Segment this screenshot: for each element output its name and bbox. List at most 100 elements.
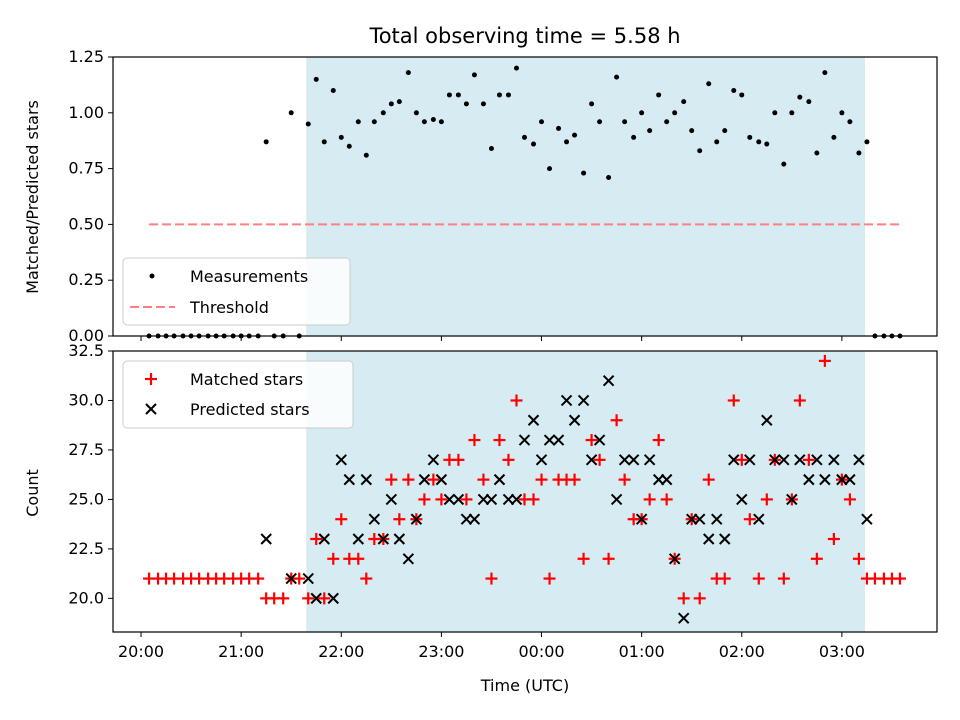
predicted-star-point bbox=[452, 493, 465, 506]
predicted-star-stroke-b bbox=[677, 612, 690, 624]
bottom-x-tick-label: 02:00 bbox=[719, 642, 765, 661]
predicted-star-stroke-b bbox=[493, 473, 506, 486]
matched-star-point bbox=[802, 453, 815, 466]
matched-star-point bbox=[527, 493, 540, 506]
predicted-star-stroke-b bbox=[602, 374, 615, 387]
matched-star-point bbox=[468, 434, 481, 447]
bottom-shaded-span bbox=[306, 351, 865, 632]
matched-star-point bbox=[893, 572, 906, 585]
predicted-star-point bbox=[577, 394, 590, 407]
measurement-point bbox=[839, 110, 845, 116]
matched-star-point bbox=[743, 513, 756, 526]
measurement-point bbox=[321, 139, 327, 145]
matched-star-point bbox=[402, 473, 415, 486]
matched-star-point bbox=[818, 354, 831, 367]
predicted-star-stroke-b bbox=[794, 454, 806, 466]
top-y-axis-label: Matched/Predicted stars bbox=[23, 100, 42, 294]
predicted-star-point bbox=[560, 394, 573, 407]
predicted-star-point bbox=[318, 533, 330, 545]
matched-star-point bbox=[827, 532, 840, 545]
predicted-star-stroke-b bbox=[694, 513, 706, 525]
predicted-star-stroke-b bbox=[427, 454, 440, 466]
predicted-star-point bbox=[568, 414, 581, 426]
top-panel: 0.00 0.25 0.50 0.75 1.00 1.25 Matched/Predict… bbox=[23, 47, 938, 345]
top-legend-box bbox=[122, 257, 351, 326]
bottom-x-tick-label: 21:00 bbox=[218, 642, 264, 661]
measurement-point bbox=[455, 92, 461, 98]
predicted-star-stroke-b bbox=[552, 434, 565, 446]
predicted-star-stroke-b bbox=[260, 533, 272, 545]
measurement-point bbox=[639, 110, 645, 116]
matched-star-point bbox=[252, 572, 265, 585]
measurement-point bbox=[781, 161, 787, 167]
measurement-point bbox=[313, 76, 319, 82]
measurement-point bbox=[589, 101, 595, 107]
measurement-point bbox=[731, 87, 737, 93]
predicted-star-stroke-b bbox=[535, 454, 548, 466]
matched-star-point bbox=[427, 473, 440, 486]
matched-star-point bbox=[593, 453, 606, 466]
measurement-point bbox=[647, 128, 653, 134]
predicted-star-stroke-b bbox=[443, 493, 456, 506]
predicted-star-point bbox=[310, 592, 322, 605]
measurement-point bbox=[797, 94, 803, 100]
bottom-x-tick-label: 23:00 bbox=[418, 642, 464, 661]
measurement-point bbox=[656, 92, 662, 98]
predicted-star-stroke-b bbox=[635, 513, 648, 525]
predicted-star-stroke-b bbox=[786, 493, 798, 506]
measurement-point bbox=[564, 139, 570, 145]
matched-star-point bbox=[777, 572, 790, 585]
measurement-point bbox=[556, 125, 562, 131]
predicted-star-stroke-b bbox=[318, 533, 330, 545]
matched-star-point bbox=[702, 473, 715, 486]
predicted-star-stroke-b bbox=[285, 572, 297, 585]
predicted-star-stroke-b bbox=[377, 533, 390, 545]
predicted-star-point bbox=[803, 473, 815, 486]
matched-star-point bbox=[293, 572, 306, 585]
measurement-point bbox=[614, 74, 620, 80]
measurement-point bbox=[622, 119, 628, 125]
predicted-star-stroke-b bbox=[736, 493, 748, 506]
predicted-star-point bbox=[352, 533, 365, 545]
top-y-tick-label: 0.50 bbox=[68, 214, 104, 233]
measurement-point bbox=[764, 141, 770, 147]
predicted-star-stroke-b bbox=[393, 533, 406, 545]
measurement-point bbox=[531, 141, 537, 147]
matched-star-point bbox=[618, 473, 631, 486]
predicted-star-point bbox=[618, 454, 631, 466]
predicted-star-stroke-b bbox=[577, 394, 590, 407]
predicted-star-stroke-b bbox=[527, 414, 540, 426]
predicted-star-point bbox=[761, 414, 773, 426]
predicted-star-point bbox=[493, 473, 506, 486]
matched-star-point bbox=[310, 532, 323, 545]
predicted-star-point bbox=[510, 493, 523, 506]
predicted-star-stroke-b bbox=[402, 553, 415, 565]
legend-measurements-label: Measurements bbox=[190, 267, 308, 286]
measurement-point bbox=[697, 148, 703, 154]
predicted-star-stroke-b bbox=[744, 454, 756, 466]
measurement-point bbox=[822, 70, 828, 76]
measurement-point bbox=[814, 150, 820, 156]
matched-star-point bbox=[760, 493, 773, 506]
predicted-star-stroke-b bbox=[327, 592, 339, 605]
measurement-point bbox=[463, 101, 469, 107]
matched-star-point bbox=[385, 473, 398, 486]
predicted-star-stroke-b bbox=[343, 473, 355, 486]
predicted-star-point bbox=[861, 513, 873, 525]
predicted-star-stroke-b bbox=[352, 533, 365, 545]
predicted-star-stroke-b bbox=[435, 473, 448, 486]
predicted-star-stroke-b bbox=[861, 513, 873, 525]
bottom-x-tick-label: 03:00 bbox=[819, 642, 865, 661]
matched-star-point bbox=[277, 592, 290, 605]
predicted-star-point bbox=[736, 493, 748, 506]
predicted-star-point bbox=[819, 473, 831, 486]
measurement-point bbox=[772, 110, 778, 116]
top-y-tick-label: 1.00 bbox=[68, 103, 104, 122]
measurement-point bbox=[388, 101, 394, 107]
measurement-point bbox=[305, 121, 311, 127]
measurement-point bbox=[346, 143, 352, 149]
matched-star-point bbox=[485, 572, 498, 585]
predicted-star-point bbox=[327, 592, 339, 605]
predicted-star-stroke-b bbox=[385, 493, 398, 506]
